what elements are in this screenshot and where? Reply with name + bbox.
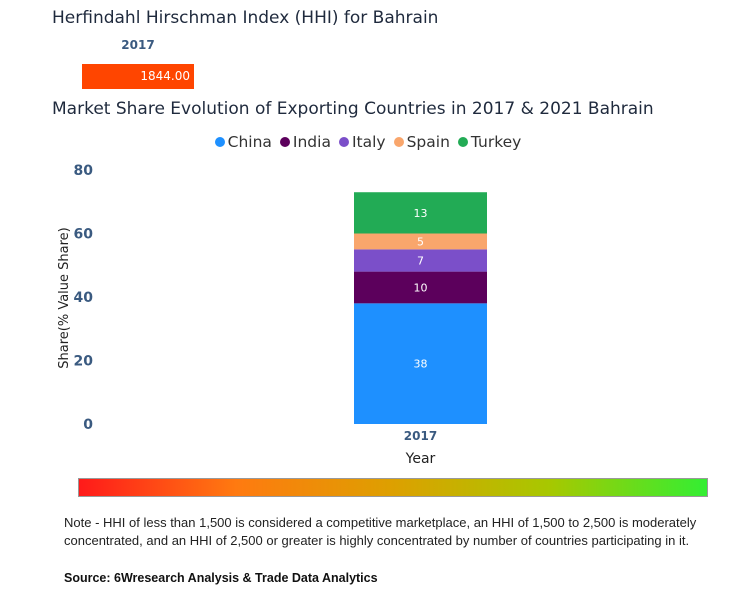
data-label-spain: 5: [417, 235, 424, 248]
y-tick-label: 0: [83, 417, 93, 433]
source-text: Source: 6Wresearch Analysis & Trade Data…: [64, 571, 378, 585]
hhi-scale-gradient: [78, 478, 708, 497]
legend-marker: [214, 137, 225, 147]
legend-item-italy[interactable]: Italy: [338, 133, 386, 151]
hhi-value-label: 1844.00: [140, 69, 190, 83]
legend-label: Spain: [406, 133, 450, 151]
hhi-year-label: 2017: [121, 38, 155, 52]
legend-label: India: [292, 133, 331, 151]
legend-label: Turkey: [470, 133, 522, 151]
bar-segment-italy: [354, 249, 487, 272]
chart-title: Market Share Evolution of Exporting Coun…: [52, 99, 654, 119]
legend-item-china[interactable]: China: [214, 133, 272, 151]
legend-marker: [457, 137, 468, 147]
x-tick-label: 2017: [404, 429, 437, 443]
legend-item-spain[interactable]: Spain: [393, 133, 450, 151]
data-label-italy: 7: [417, 254, 424, 267]
bar-segment-spain: [354, 233, 487, 250]
legend-marker: [279, 137, 290, 147]
data-label-turkey: 13: [414, 207, 428, 220]
y-tick-label: 80: [74, 163, 94, 179]
legend-marker: [393, 137, 404, 147]
bar-segment-china: [354, 303, 487, 424]
legend-item-turkey[interactable]: Turkey: [457, 133, 522, 151]
hhi-value-bar: 1844.00: [82, 64, 194, 89]
data-label-china: 38: [414, 358, 428, 371]
y-tick-label: 20: [74, 354, 94, 370]
legend-item-india[interactable]: India: [279, 133, 331, 151]
y-axis-label: Share(% Value Share): [57, 227, 72, 369]
legend-marker: [338, 137, 349, 147]
chart-legend: China India Italy Spain Turkey: [0, 133, 736, 151]
bar-segment-turkey: [354, 192, 487, 234]
data-label-india: 10: [414, 281, 428, 294]
hhi-title: Herfindahl Hirschman Index (HHI) for Bah…: [52, 8, 439, 28]
y-tick-label: 60: [74, 227, 94, 243]
legend-label: China: [227, 133, 272, 151]
legend-label: Italy: [351, 133, 386, 151]
y-tick-label: 40: [74, 290, 94, 306]
note-text: Note - HHI of less than 1,500 is conside…: [64, 515, 697, 548]
stacked-bar-chart: 0 20 40 60 80 Share(% Value Share) 38 10 7 5 13 201…: [57, 163, 487, 467]
bar-segment-india: [354, 271, 487, 304]
x-axis-label: Year: [405, 451, 436, 467]
